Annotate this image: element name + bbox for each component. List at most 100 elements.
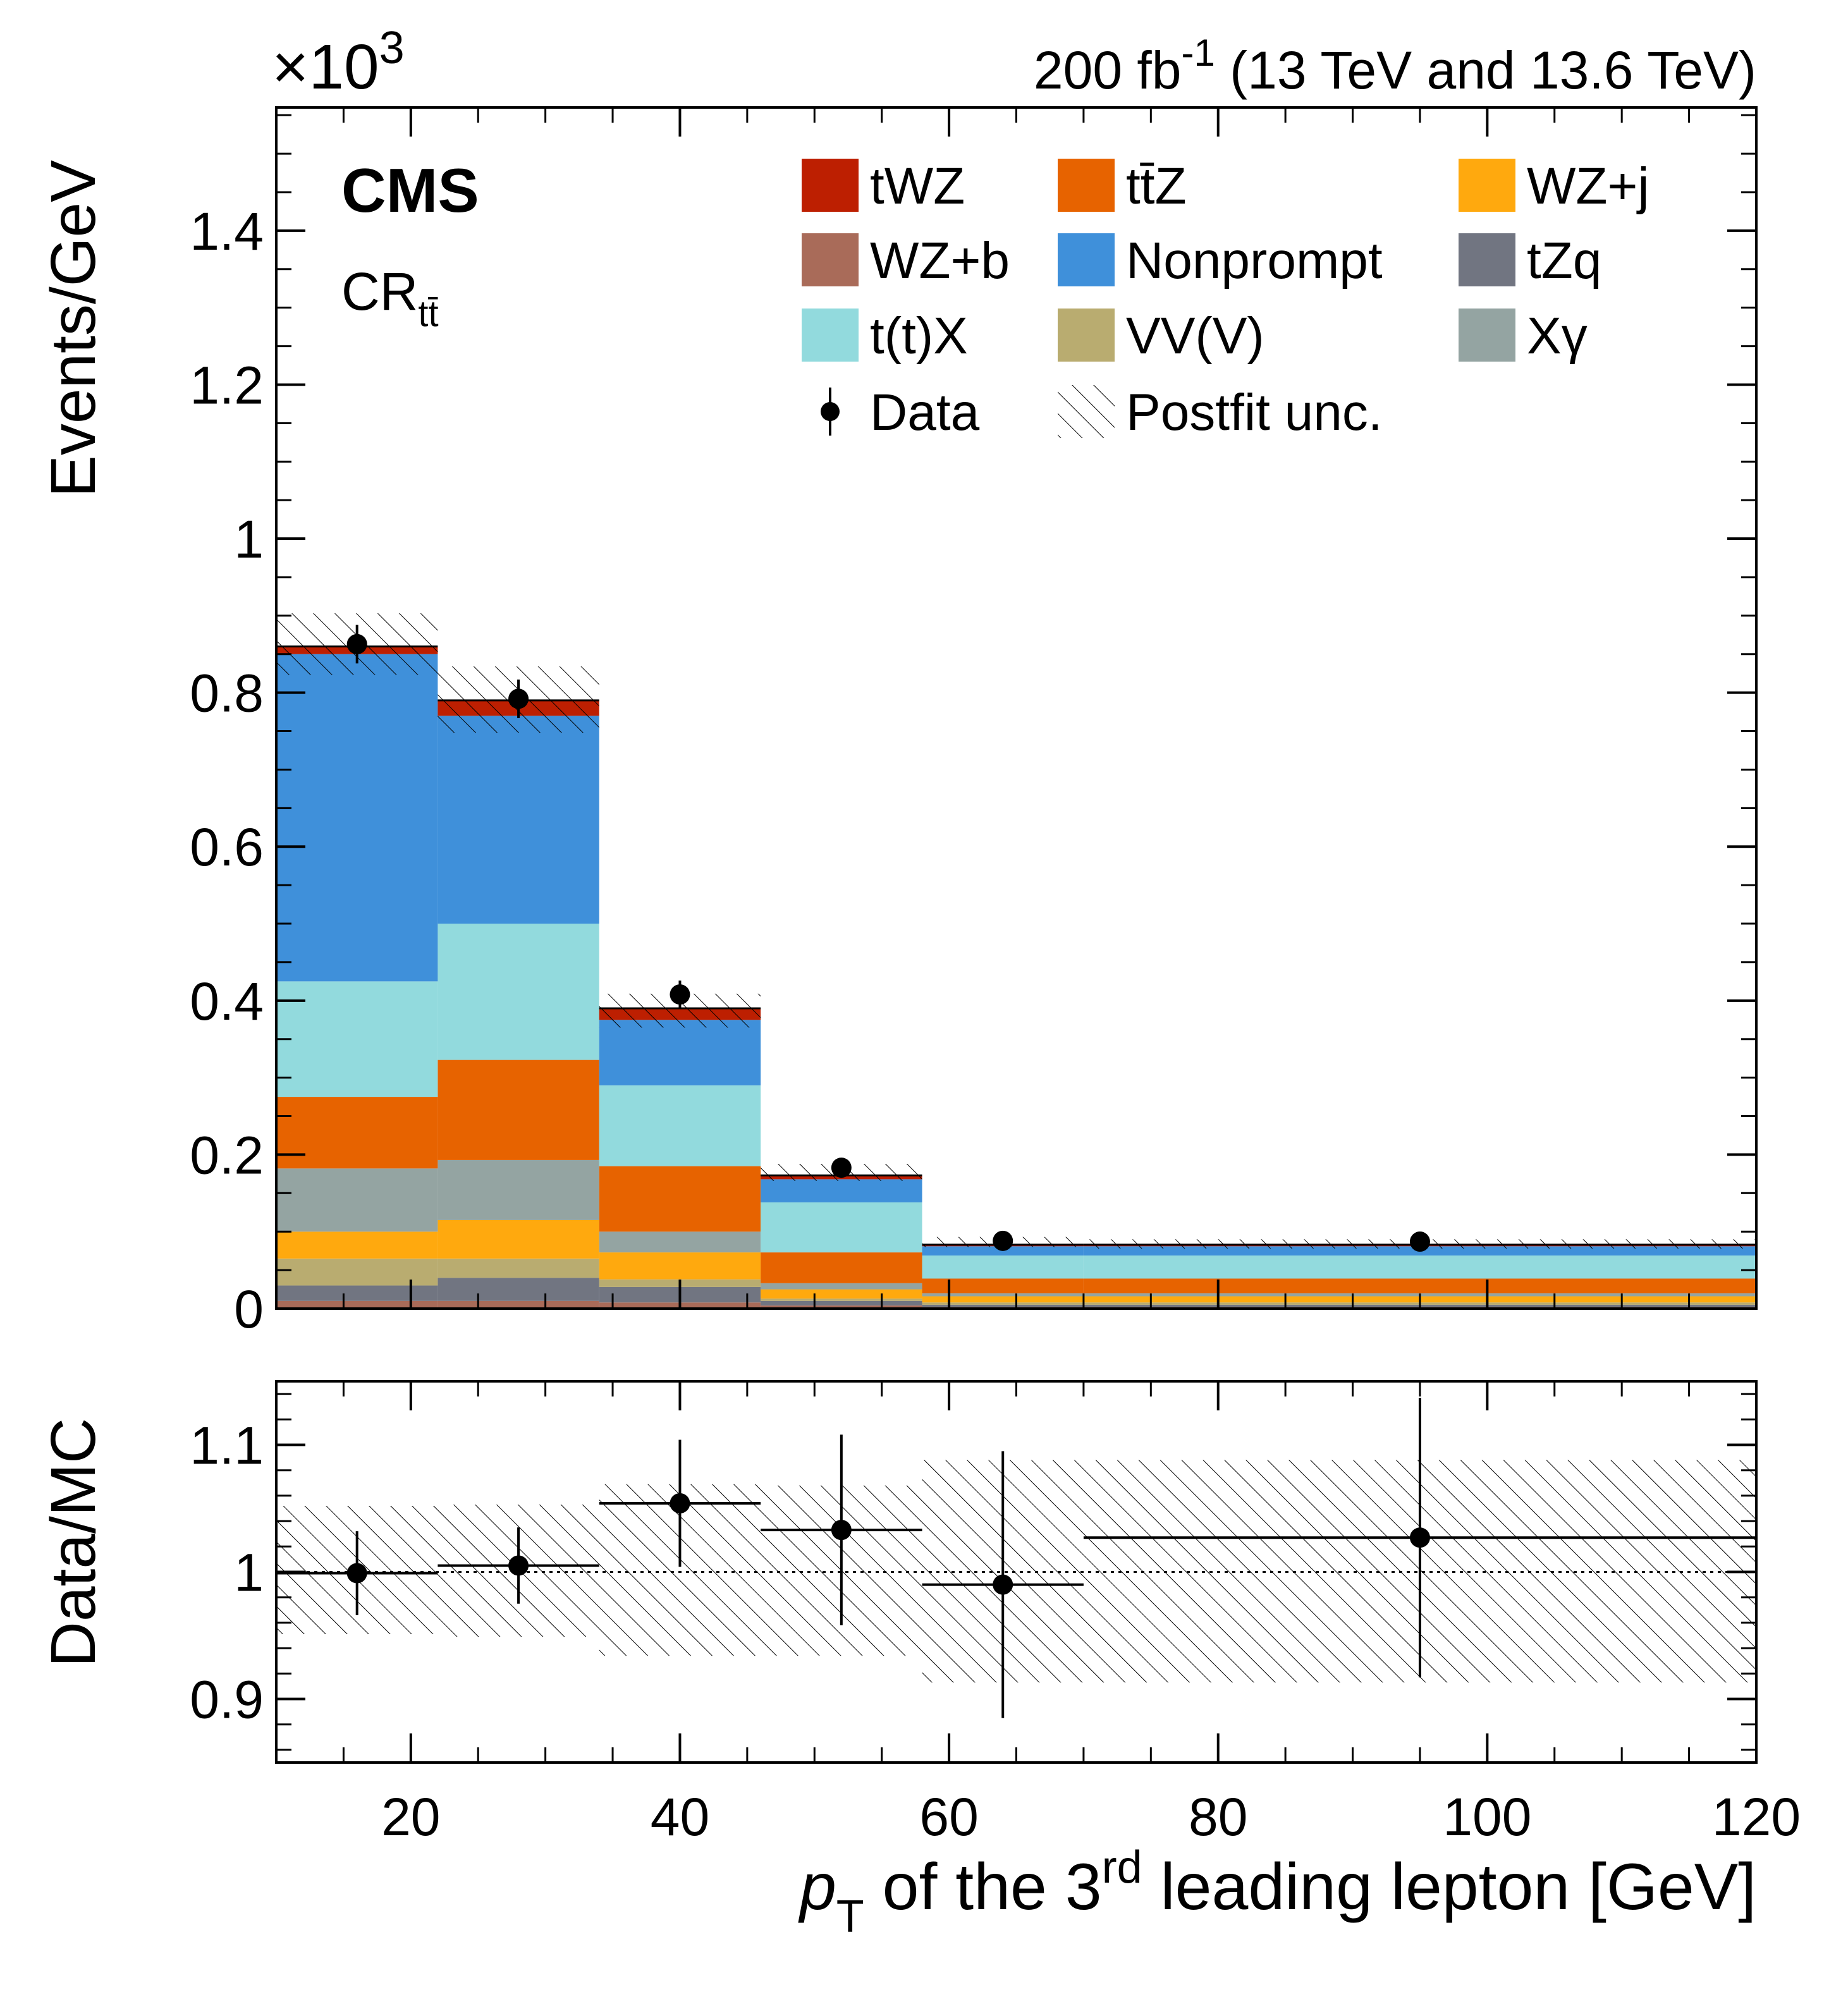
bar-wz-j-3 xyxy=(761,1289,922,1299)
bar-x--4 xyxy=(922,1293,1084,1297)
data-point-5 xyxy=(1409,1231,1430,1252)
bar-vv-v--0 xyxy=(276,1258,438,1286)
x-tick-label-0: 20 xyxy=(381,1787,440,1847)
legend-swatch-tzq xyxy=(1459,233,1515,286)
legend-label-tzq: tZq xyxy=(1527,232,1601,290)
bar-tt-z-4 xyxy=(922,1278,1084,1293)
region-label: CRtt̄ xyxy=(341,262,439,334)
ratio-ytick-label-2: 1.1 xyxy=(190,1416,264,1476)
stacked-bars xyxy=(276,646,1756,1309)
main-plot-area xyxy=(276,613,1756,1309)
ratio-axes: 0.9 1 1.1 20 40 60 80 100 120 xyxy=(190,1380,1801,1847)
main-ytick-label-4: 0.8 xyxy=(190,664,264,723)
legend-label-data: Data xyxy=(870,384,980,441)
main-ytick-label-1: 0.2 xyxy=(190,1125,264,1185)
data-point-1 xyxy=(508,688,529,709)
bar-tt-z-1 xyxy=(438,1060,599,1160)
legend-label-x-: Xγ xyxy=(1527,307,1588,365)
ratio-point-1 xyxy=(508,1555,529,1576)
experiment-label: CMS xyxy=(341,156,479,225)
lumi-label: 200 fb-1 (13 TeV and 13.6 TeV) xyxy=(1034,32,1756,100)
main-ytick-label-7: 1.4 xyxy=(190,202,264,261)
x-tick-label-2: 60 xyxy=(919,1787,978,1847)
ratio-ytick-label-0: 0.9 xyxy=(190,1670,264,1730)
ratio-point-4 xyxy=(993,1574,1013,1595)
legend-entry-data: Data xyxy=(821,384,980,441)
ratio-ytick-label-1: 1 xyxy=(234,1543,264,1603)
bar-tt-z-3 xyxy=(761,1252,922,1283)
ratio-point-0 xyxy=(346,1563,367,1584)
ratio-plot-area xyxy=(276,1398,1756,1718)
data-point-4 xyxy=(993,1230,1013,1251)
bar-tt-z-5 xyxy=(1083,1278,1756,1293)
x-axis-title: pT of the 3rd leading lepton [GeV] xyxy=(798,1842,1756,1942)
legend-label-twz: tWZ xyxy=(870,157,965,215)
bar-t-t-x-3 xyxy=(761,1202,922,1253)
bar-wz-j-1 xyxy=(438,1219,599,1259)
legend-label-postfit-unc-: Postfit unc. xyxy=(1126,384,1383,441)
main-ytick-label-2: 0.4 xyxy=(190,972,264,1031)
bar-vv-v--1 xyxy=(438,1258,599,1278)
bar-tt-z-0 xyxy=(276,1097,438,1169)
bar-x--2 xyxy=(599,1231,761,1253)
bar-t-t-x-2 xyxy=(599,1085,761,1166)
bar-x--0 xyxy=(276,1168,438,1232)
bar-tzq-0 xyxy=(276,1285,438,1301)
data-point-3 xyxy=(831,1158,852,1178)
legend-entry-x-: Xγ xyxy=(1459,307,1588,365)
bar-t-t-x-0 xyxy=(276,981,438,1097)
legend-entry-nonprompt: Nonprompt xyxy=(1058,232,1383,290)
legend-label-wz-b: WZ+b xyxy=(870,232,1010,290)
legend-swatch-wz-j xyxy=(1459,159,1515,212)
legend-label-t-t-x: t(t)X xyxy=(870,307,968,365)
legend-entry-t-t-x: t(t)X xyxy=(802,307,968,365)
legend-label-vv-v-: VV(V) xyxy=(1126,307,1264,365)
legend-label-wz-j: WZ+j xyxy=(1527,157,1649,215)
bar-vv-v--4 xyxy=(922,1302,1084,1305)
bar-nonprompt-0 xyxy=(276,654,438,982)
main-ytick-label-5: 1 xyxy=(234,510,264,569)
legend: tWZ tt̄Z WZ+j WZ+b Nonprompt tZq t(t)X VV(V) Xγ D… xyxy=(802,157,1649,441)
scale-factor-base: ×103 xyxy=(272,23,405,102)
main-axes: 0 0.2 0.4 0.6 0.8 1 1.2 1.4 xyxy=(190,106,1758,1339)
x-tick-label-3: 80 xyxy=(1189,1787,1247,1847)
bar-x--3 xyxy=(761,1283,922,1290)
bar-nonprompt-3 xyxy=(761,1179,922,1202)
x-tick-label-5: 120 xyxy=(1712,1787,1801,1847)
legend-entry-tzq: tZq xyxy=(1459,232,1601,290)
scale-factor-exponent: 3 xyxy=(379,23,405,73)
main-ytick-label-3: 0.6 xyxy=(190,817,264,877)
bar-tzq-1 xyxy=(438,1278,599,1301)
data-point-0 xyxy=(346,633,367,654)
legend-entry-twz: tWZ xyxy=(802,157,965,215)
bar-tzq-4 xyxy=(922,1304,1084,1307)
bar-wz-j-2 xyxy=(599,1252,761,1280)
legend-entry-postfit-unc-: Postfit unc. xyxy=(1058,384,1383,441)
legend-swatch-tt-z xyxy=(1058,159,1115,212)
bar-wz-b-3 xyxy=(761,1305,922,1309)
legend-data-marker xyxy=(821,402,840,421)
ratio-points xyxy=(276,1398,1756,1718)
legend-swatch-t-t-x xyxy=(802,309,859,362)
ratio-y-axis-title: Data/MC xyxy=(38,1418,109,1668)
x-tick-label-4: 100 xyxy=(1443,1787,1531,1847)
bar-t-t-x-1 xyxy=(438,924,599,1060)
ratio-point-2 xyxy=(670,1493,690,1513)
bar-nonprompt-2 xyxy=(599,1020,761,1085)
legend-label-tt-z: tt̄Z xyxy=(1126,157,1187,215)
main-y-axis-title: Events/GeV xyxy=(38,160,109,498)
legend-swatch-x- xyxy=(1459,309,1515,362)
ratio-point-5 xyxy=(1409,1527,1430,1548)
bar-tzq-3 xyxy=(761,1300,922,1306)
legend-label-nonprompt: Nonprompt xyxy=(1126,232,1383,290)
legend-hatch-swatch xyxy=(1058,385,1115,438)
bar-x--1 xyxy=(438,1159,599,1220)
bar-wz-j-4 xyxy=(922,1296,1084,1303)
legend-swatch-nonprompt xyxy=(1058,233,1115,286)
bar-t-t-x-5 xyxy=(1083,1255,1756,1279)
bar-wz-j-0 xyxy=(276,1231,438,1259)
data-points xyxy=(346,625,1430,1252)
ratio-point-3 xyxy=(831,1520,852,1541)
legend-entry-vv-v-: VV(V) xyxy=(1058,307,1264,365)
